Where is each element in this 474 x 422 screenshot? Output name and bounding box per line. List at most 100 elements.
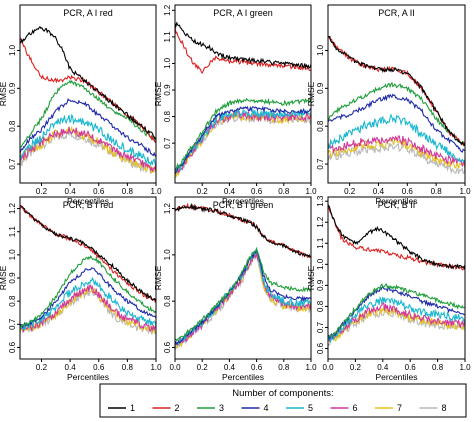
x-tick-label: 0.6 (251, 363, 263, 372)
y-tick-label: 1.2 (163, 4, 172, 16)
x-tick-label: 0.2 (36, 187, 48, 196)
x-tick-label: 0.2 (350, 363, 362, 372)
legend-item: 7 (375, 403, 402, 413)
y-tick-label: 1.0 (163, 57, 172, 69)
y-tick-label: 1.0 (316, 44, 325, 56)
legend-item: 2 (152, 403, 180, 413)
x-tick-label: 0.4 (377, 363, 389, 372)
y-tick-label: 1.1 (316, 237, 325, 249)
y-tick-label: 0.8 (316, 300, 325, 312)
x-tick-label: 0.6 (251, 187, 263, 196)
x-axis-label: Percentiles (222, 372, 264, 382)
x-tick-label: 0.2 (197, 187, 209, 196)
series-line-5 (19, 113, 157, 167)
x-tick-label: 0.8 (431, 187, 443, 196)
x-tick-label: 0.2 (36, 363, 48, 372)
plot-frame (174, 196, 312, 360)
x-tick-label: 1.0 (150, 363, 162, 372)
chart-title: PCR, A I red (63, 8, 113, 18)
x-tick-label: 0.6 (93, 187, 105, 196)
legend-item: 4 (241, 403, 269, 413)
series-group (19, 204, 157, 336)
legend-label: 6 (353, 403, 358, 413)
y-tick-label: 0.7 (316, 158, 325, 170)
series-line-2 (327, 203, 466, 271)
x-axis-label: Percentiles (67, 372, 109, 382)
y-tick-label: 0.9 (8, 82, 17, 94)
series-group (327, 35, 466, 175)
x-tick-label: 0.6 (405, 363, 417, 372)
series-line-2 (327, 36, 466, 147)
x-tick-label: 1.0 (459, 187, 471, 196)
chart-panel: PCR, A II 0.2 0.4 0.6 0.8 1.0 Percentiles 0.7 0.… (306, 4, 471, 206)
plot-frame (327, 196, 466, 360)
series-line-2 (19, 36, 157, 143)
y-tick-label: 1.2 (163, 202, 172, 214)
series-group (327, 203, 466, 346)
y-tick-label: 0.9 (8, 272, 17, 284)
y-axis-label: RMSE (153, 265, 163, 290)
x-tick-label: 0.8 (122, 187, 134, 196)
legend-label: 7 (397, 403, 402, 413)
plot-frame (174, 4, 312, 184)
x-tick-label: 0.4 (373, 187, 385, 196)
y-tick-label: 0.7 (163, 137, 172, 149)
series-line-1 (19, 25, 157, 140)
y-tick-label: 1.2 (316, 216, 325, 228)
plot-frame (19, 4, 157, 184)
series-line-6 (19, 126, 157, 173)
chart-title: PCR, B I green (213, 200, 274, 210)
legend-title: Number of components: (232, 388, 333, 399)
y-axis-label: RMSE (306, 81, 316, 106)
legend-item: 1 (108, 403, 135, 413)
x-tick-label: 0.6 (93, 363, 105, 372)
legend: Number of components: 1 2 3 4 5 6 7 8 (99, 383, 467, 418)
chart-panel: PCR, B I green 0.0 0.2 0.4 0.6 0.8 1.0 Percenti… (153, 196, 317, 382)
chart-title: PCR, B II (378, 200, 416, 210)
y-tick-label: 1.3 (316, 195, 325, 207)
y-tick-label: 1.0 (163, 249, 172, 261)
x-tick-label: 1.0 (305, 187, 317, 196)
series-line-6 (327, 135, 466, 168)
legend-label: 4 (264, 403, 269, 413)
x-tick-label: 0.0 (169, 363, 181, 372)
series-line-7 (174, 110, 312, 178)
legend-item: 6 (330, 403, 358, 413)
series-line-1 (327, 35, 466, 147)
x-tick-label: 1.0 (305, 363, 317, 372)
series-line-2 (174, 26, 312, 74)
series-line-3 (328, 283, 466, 338)
y-axis-label: RMSE (306, 265, 316, 290)
y-tick-label: 0.7 (8, 158, 17, 170)
y-tick-label: 0.8 (8, 120, 17, 132)
plot-frame (327, 4, 466, 184)
y-tick-label: 0.9 (316, 279, 325, 291)
x-tick-label: 0.8 (278, 187, 290, 196)
series-line-3 (327, 81, 466, 147)
chart-title: PCR, B I red (63, 200, 114, 210)
x-tick-label: 1.0 (459, 363, 471, 372)
chart-title: PCR, A II (378, 8, 415, 18)
series-group (19, 25, 157, 174)
series-line-1 (19, 204, 157, 303)
legend-label: 5 (308, 403, 313, 413)
series-group (174, 202, 312, 350)
y-tick-label: 1.1 (8, 226, 17, 238)
series-line-1 (174, 21, 312, 70)
chart-panel: PCR, A I green 0.2 0.4 0.6 0.8 1.0 Percentiles… (153, 4, 317, 206)
x-axis-label: Percentiles (375, 196, 417, 206)
y-tick-label: 0.8 (163, 110, 172, 122)
y-tick-label: 0.6 (316, 342, 325, 354)
series-line-4 (174, 105, 312, 175)
legend-item: 5 (286, 403, 313, 413)
y-tick-label: 0.8 (8, 295, 17, 307)
x-axis-label: Percentiles (375, 372, 417, 382)
y-tick-label: 1.0 (8, 44, 17, 56)
x-axis-label: Percentiles (67, 196, 109, 206)
x-tick-label: 0.8 (278, 363, 290, 372)
legend-item: 8 (419, 403, 447, 413)
y-tick-label: 0.6 (8, 341, 17, 353)
y-tick-label: 0.7 (316, 321, 325, 333)
legend-label: 2 (175, 403, 180, 413)
